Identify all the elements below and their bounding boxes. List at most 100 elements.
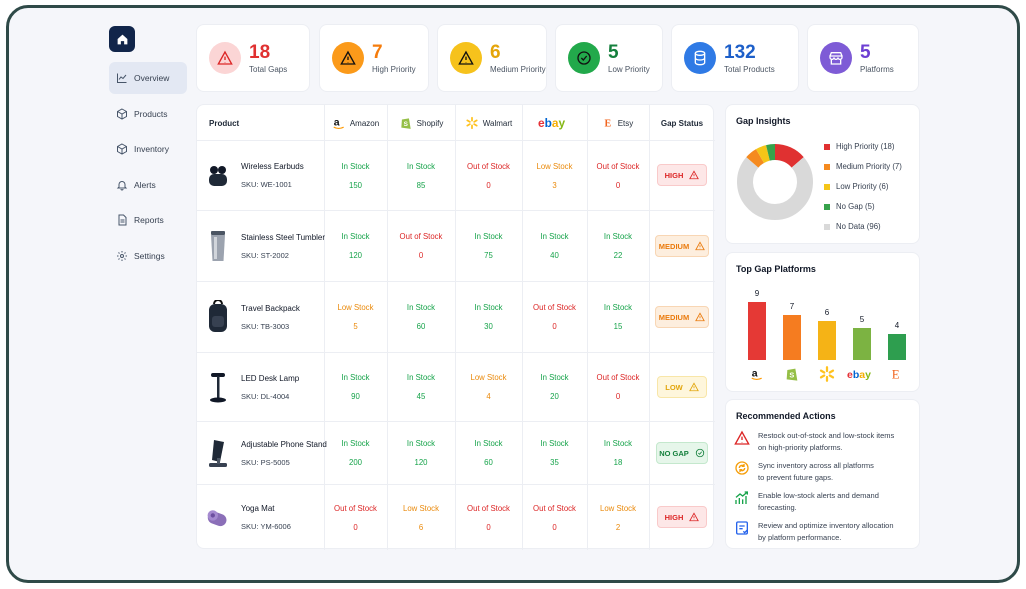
table-row[interactable]: Travel Backpack SKU: TB-3003 Low Stock 5 I… xyxy=(197,282,715,353)
gap-status-badge[interactable]: MEDIUM xyxy=(655,306,709,328)
product-sku: SKU: YM-6006 xyxy=(241,522,291,531)
warning-icon xyxy=(734,430,750,445)
column-header-walmart[interactable]: Walmart xyxy=(455,105,522,141)
gap-status-label: NO GAP xyxy=(659,448,689,458)
svg-text:a: a xyxy=(752,367,758,379)
bar-walmart[interactable] xyxy=(818,321,836,360)
stock-status: In Stock xyxy=(603,232,633,241)
ebay-logo-icon: ebay xyxy=(538,116,566,130)
stock-status: Out of Stock xyxy=(467,503,510,513)
warning-icon xyxy=(689,170,700,180)
stock-qty: 15 xyxy=(613,322,623,331)
chart-title: Top Gap Platforms xyxy=(736,264,816,274)
sidebar-item-label: Reports xyxy=(134,215,164,225)
stock-status: Low Stock xyxy=(403,503,439,513)
legend-item-no-gap: No Gap (5) xyxy=(824,202,875,211)
product-sku: SKU: WE-1001 xyxy=(241,180,292,189)
sidebar-item-settings[interactable]: Settings xyxy=(109,240,187,272)
bar-etsy[interactable] xyxy=(888,334,906,360)
stock-cell: Low Stock 4 xyxy=(455,353,522,421)
sync-icon xyxy=(735,461,749,475)
column-header-shopify[interactable]: S Shopify xyxy=(387,105,455,141)
bar-shopify[interactable] xyxy=(783,314,801,360)
stock-cell: In Stock 40 xyxy=(522,211,587,281)
gap-status-badge[interactable]: LOW xyxy=(657,376,707,398)
stock-status: In Stock xyxy=(406,161,436,171)
stock-status: Out of Stock xyxy=(596,161,640,171)
home-button[interactable] xyxy=(109,26,135,52)
stock-qty: 0 xyxy=(552,322,557,331)
column-header-etsy[interactable]: E Etsy xyxy=(587,105,649,141)
earbuds-image xyxy=(205,160,231,192)
panel-title: Gap Insights xyxy=(736,116,791,126)
column-header-amazon[interactable]: a Amazon xyxy=(324,105,387,141)
check-circle-icon xyxy=(695,448,704,458)
sidebar: Overview Products Inventory Alerts Repor… xyxy=(9,8,195,580)
bar-value-label: 5 xyxy=(859,314,865,324)
table-row[interactable]: Stainless Steel Tumbler SKU: ST-2002 In S… xyxy=(197,211,715,282)
table-row[interactable]: Wireless Earbuds SKU: WE-1001 In Stock 150… xyxy=(197,141,715,211)
stock-cell: Out of Stock 0 xyxy=(324,485,387,550)
trend-up-icon xyxy=(735,491,748,504)
stock-cell: Low Stock 6 xyxy=(387,485,455,550)
stock-cell: In Stock 150 xyxy=(324,141,387,210)
stock-qty: 20 xyxy=(550,392,559,401)
stock-cell: Out of Stock 0 xyxy=(387,211,455,281)
sidebar-item-products[interactable]: Products xyxy=(109,98,187,130)
gap-status-badge[interactable]: NO GAP xyxy=(656,442,708,464)
bar-amazon[interactable] xyxy=(748,302,766,360)
stock-status: In Stock xyxy=(406,303,436,312)
platform-label: Walmart xyxy=(482,118,513,128)
warning-icon xyxy=(695,312,706,322)
gap-status-badge[interactable]: HIGH xyxy=(657,164,707,186)
stat-icon-circle xyxy=(450,42,482,74)
action-item[interactable]: Sync inventory across all platforms to pr… xyxy=(734,460,908,483)
stat-card-low-priority: 5 Low Priority xyxy=(555,24,663,92)
stock-cell: In Stock 90 xyxy=(324,353,387,421)
gap-status-badge[interactable]: HIGH xyxy=(657,506,707,528)
gap-status-badge[interactable]: MEDIUM xyxy=(655,235,709,257)
stock-status: In Stock xyxy=(540,232,569,241)
action-item[interactable]: Enable low-stock alerts and demand foreca… xyxy=(734,490,908,513)
stock-status: In Stock xyxy=(341,232,370,241)
bar-ebay[interactable] xyxy=(853,327,871,360)
stock-qty: 90 xyxy=(351,392,360,401)
product-name: Travel Backpack xyxy=(241,303,300,313)
product-sku: SKU: ST-2002 xyxy=(241,250,289,260)
legend-swatch xyxy=(824,223,830,230)
stat-label: Low Priority xyxy=(608,64,650,74)
legend-label: Low Priority (6) xyxy=(836,182,889,191)
stat-label: Total Gaps xyxy=(249,64,288,74)
stock-status: In Stock xyxy=(341,161,370,171)
table-row[interactable]: Yoga Mat SKU: YM-6006 Out of Stock 0 Low S… xyxy=(197,485,715,550)
stat-card-total-gaps: 18 Total Gaps xyxy=(196,24,310,92)
stock-cell: In Stock 18 xyxy=(587,422,649,484)
stat-value: 7 xyxy=(372,41,383,63)
legend-label: Medium Priority (7) xyxy=(836,162,902,171)
product-sku: SKU: PS-5005 xyxy=(241,457,290,467)
stat-value: 6 xyxy=(490,41,501,63)
stat-icon-circle xyxy=(684,42,716,74)
stock-qty: 22 xyxy=(613,251,623,260)
amazon-logo-icon: a xyxy=(333,116,344,129)
action-item[interactable]: Review and optimize inventory allocation… xyxy=(734,520,908,543)
ebay-logo-icon: ebay xyxy=(847,364,877,384)
bar-value-label: 6 xyxy=(824,308,830,318)
sidebar-item-reports[interactable]: Reports xyxy=(109,204,187,236)
sidebar-item-alerts[interactable]: Alerts xyxy=(109,169,187,201)
product-cell: LED Desk Lamp SKU: DL-4004 xyxy=(205,353,299,421)
sidebar-item-inventory[interactable]: Inventory xyxy=(109,133,187,165)
stock-qty: 120 xyxy=(414,458,428,467)
action-item[interactable]: Restock out-of-stock and low-stock items… xyxy=(734,430,908,453)
gap-status-label: MEDIUM xyxy=(658,241,690,251)
stat-label: Total Products xyxy=(724,64,775,74)
stock-cell: In Stock 60 xyxy=(455,422,522,484)
stock-cell: In Stock 120 xyxy=(387,422,455,484)
panel-title: Recommended Actions xyxy=(736,411,836,421)
table-row[interactable]: Adjustable Phone Stand SKU: PS-5005 In St… xyxy=(197,422,715,485)
stock-cell: In Stock 75 xyxy=(455,211,522,281)
product-name: Wireless Earbuds xyxy=(241,162,304,171)
table-row[interactable]: LED Desk Lamp SKU: DL-4004 In Stock 90 In … xyxy=(197,353,715,422)
column-header-ebay[interactable]: ebay xyxy=(522,105,587,141)
sidebar-item-overview[interactable]: Overview xyxy=(109,62,187,94)
